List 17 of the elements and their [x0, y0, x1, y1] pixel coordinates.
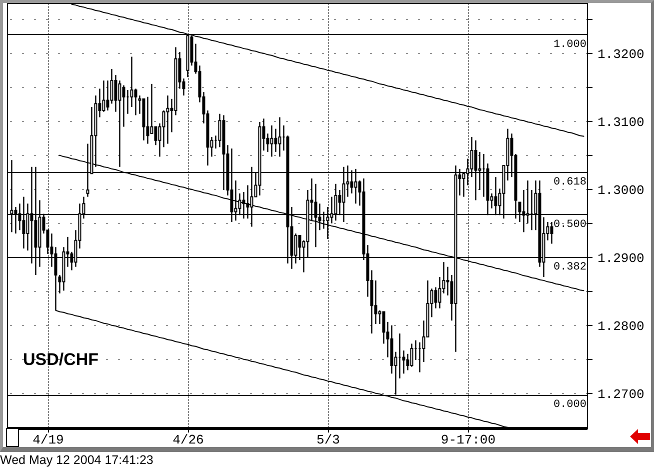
y2-tick-label: 1.000 — [553, 38, 586, 51]
y2-tick-label: 0.500 — [553, 218, 586, 231]
y-tick-label: 1.2700 — [598, 386, 644, 402]
text: Wed May 12 2004 17:41:23 — [0, 453, 154, 468]
y2-tick-label: 0.000 — [553, 399, 586, 412]
x-tick-label: 9-17:00 — [440, 432, 496, 448]
y-tick-label: 1.2900 — [598, 250, 644, 266]
y-tick-label: 1.3000 — [598, 182, 644, 198]
y2-tick-label: 0.382 — [553, 262, 586, 274]
y-tick-label: 1.3200 — [598, 46, 644, 62]
x-tick-label: 5/3 — [316, 432, 340, 448]
y-tick-label: 1.3100 — [598, 114, 644, 130]
y2-tick-label: 0.618 — [553, 176, 586, 188]
y-tick-label: 1.2800 — [598, 318, 644, 334]
x-tick-label: 4/26 — [172, 432, 204, 448]
x-tick-label: 4/19 — [32, 432, 64, 448]
text: USD/CHF — [23, 350, 99, 369]
